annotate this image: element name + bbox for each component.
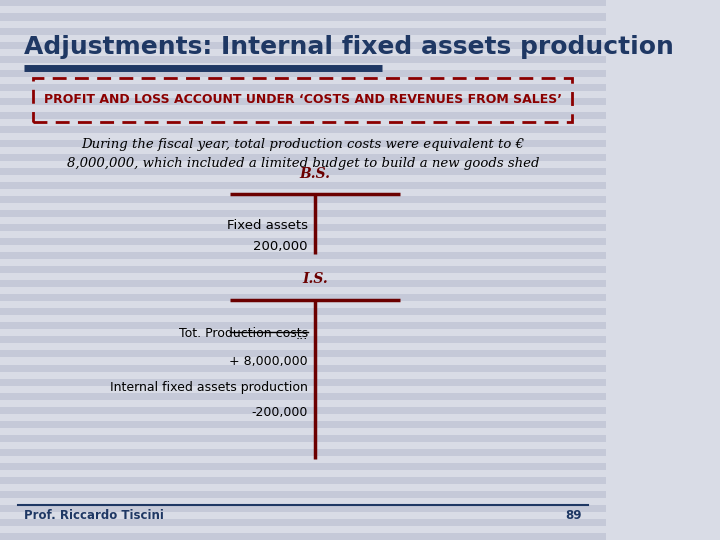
- Bar: [0, 322, 606, 329]
- Bar: [0, 294, 606, 301]
- Bar: [0, 336, 606, 343]
- Bar: [0, 393, 606, 400]
- Bar: [0, 98, 606, 105]
- Bar: [0, 252, 606, 259]
- Bar: [0, 224, 606, 231]
- Text: 200,000: 200,000: [253, 240, 307, 253]
- Bar: [0, 56, 606, 63]
- Bar: [0, 168, 606, 175]
- Bar: [0, 379, 606, 386]
- Text: ...: ...: [295, 329, 307, 342]
- Bar: [0, 463, 606, 470]
- Text: I.S.: I.S.: [302, 272, 328, 286]
- Bar: [0, 519, 606, 526]
- Text: Adjustments: Internal fixed assets production: Adjustments: Internal fixed assets produ…: [24, 35, 674, 59]
- Bar: [0, 28, 606, 35]
- Bar: [0, 238, 606, 245]
- Text: Tot. Production costs: Tot. Production costs: [179, 327, 307, 340]
- Bar: [0, 477, 606, 484]
- Bar: [0, 266, 606, 273]
- Bar: [0, 407, 606, 414]
- Bar: [0, 421, 606, 428]
- Bar: [0, 42, 606, 49]
- Bar: [0, 364, 606, 372]
- Text: + 8,000,000: + 8,000,000: [229, 355, 307, 368]
- Bar: [0, 182, 606, 189]
- Bar: [0, 533, 606, 540]
- Bar: [0, 491, 606, 498]
- Text: Fixed assets: Fixed assets: [227, 219, 307, 232]
- Text: -200,000: -200,000: [251, 406, 307, 420]
- Text: During the fiscal year, total production costs were equivalent to €: During the fiscal year, total production…: [81, 138, 524, 151]
- Text: B.S.: B.S.: [300, 167, 330, 181]
- Text: 89: 89: [565, 509, 582, 522]
- Bar: [0, 84, 606, 91]
- Text: Prof. Riccardo Tiscini: Prof. Riccardo Tiscini: [24, 509, 164, 522]
- Bar: [0, 449, 606, 456]
- Bar: [0, 14, 606, 21]
- Bar: [0, 210, 606, 217]
- Bar: [0, 112, 606, 119]
- Bar: [0, 350, 606, 357]
- Text: Internal fixed assets production: Internal fixed assets production: [110, 381, 307, 394]
- Bar: [0, 154, 606, 161]
- Bar: [0, 280, 606, 287]
- Bar: [0, 435, 606, 442]
- Bar: [0, 308, 606, 315]
- Bar: [0, 196, 606, 203]
- Bar: [0, 70, 606, 77]
- Bar: [0, 126, 606, 133]
- Text: 8,000,000, which included a limited budget to build a new goods shed: 8,000,000, which included a limited budg…: [67, 157, 539, 170]
- Text: PROFIT AND LOSS ACCOUNT UNDER ‘COSTS AND REVENUES FROM SALES’: PROFIT AND LOSS ACCOUNT UNDER ‘COSTS AND…: [44, 93, 562, 106]
- Bar: [0, 0, 606, 6]
- Bar: [0, 505, 606, 512]
- Bar: [0, 140, 606, 147]
